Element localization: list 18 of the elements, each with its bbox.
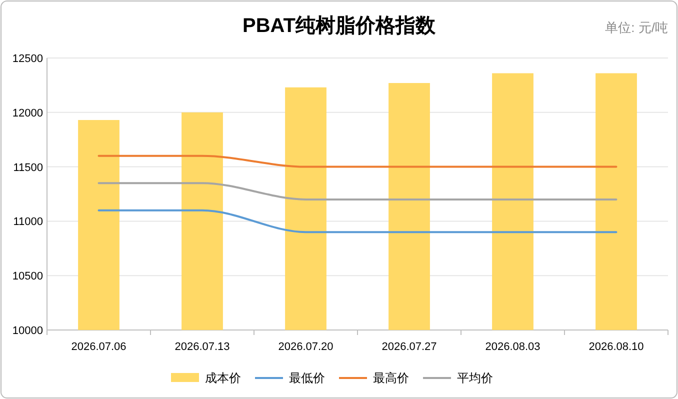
y-tick-label: 10000 <box>12 325 43 337</box>
legend-label: 最高价 <box>373 371 409 385</box>
x-tick-label: 2026.08.10 <box>588 341 644 353</box>
x-tick-label: 2026.08.03 <box>485 341 540 353</box>
y-tick-label: 12000 <box>12 107 43 120</box>
x-tick-label: 2026.07.06 <box>71 341 126 353</box>
y-tick-label: 11500 <box>13 162 43 174</box>
x-tick-label: 2026.07.13 <box>174 341 230 353</box>
y-tick-label: 10500 <box>12 270 43 283</box>
text: 单位: 元/吨 <box>605 20 668 35</box>
legend-label: 最低价 <box>289 371 325 385</box>
legend-label: 平均价 <box>457 371 493 385</box>
chart-title: PBAT纯树脂价格指数 <box>242 15 436 37</box>
legend-label: 成本价 <box>205 371 241 385</box>
x-tick-label: 2026.07.20 <box>278 341 334 353</box>
y-tick-label: 11000 <box>13 216 43 228</box>
x-tick-label: 2026.07.27 <box>382 341 437 353</box>
y-tick-label: 12500 <box>12 53 43 65</box>
